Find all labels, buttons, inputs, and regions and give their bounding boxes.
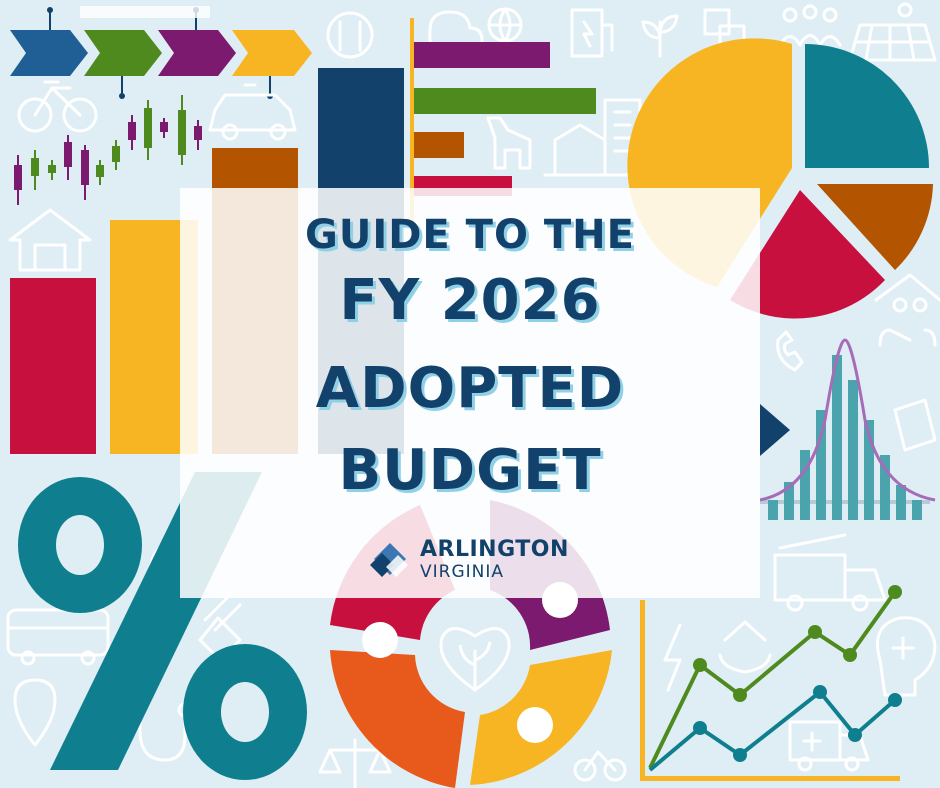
bell-curve-histogram bbox=[759, 338, 936, 520]
medical-cross-icon bbox=[876, 616, 937, 697]
caregiving-icon bbox=[874, 273, 940, 347]
process-arrows-icon bbox=[10, 6, 312, 99]
globe-icon bbox=[487, 7, 523, 43]
family-icon bbox=[778, 4, 842, 47]
bicycle-small-icon bbox=[573, 750, 627, 782]
fire-truck-icon bbox=[773, 533, 887, 612]
electric-plug-icon bbox=[198, 593, 242, 662]
arlington-logo-mark-icon bbox=[370, 543, 408, 577]
title-card: GUIDE TO THE FY 2026 ADOPTED BUDGET ARLI… bbox=[180, 188, 760, 598]
hands-house-icon bbox=[718, 620, 772, 674]
solar-panel-icon bbox=[848, 2, 937, 62]
arlington-logo: ARLINGTON VIRGINIA bbox=[368, 535, 588, 585]
house-icon bbox=[8, 208, 92, 272]
bicycle-icon bbox=[17, 80, 98, 133]
dining-icon bbox=[326, 11, 374, 59]
lightning-icon bbox=[663, 623, 682, 692]
title-line-1: GUIDE TO THE bbox=[305, 212, 635, 258]
title-line-2: FY 2026 bbox=[339, 268, 601, 333]
police-dog-icon bbox=[486, 116, 532, 170]
heart-plant-icon bbox=[439, 627, 511, 692]
phone-icon bbox=[776, 330, 804, 372]
plant-icon bbox=[641, 14, 679, 58]
parking-icon bbox=[13, 678, 57, 747]
ev-charger-icon bbox=[570, 8, 614, 58]
logo-name: ARLINGTON bbox=[420, 537, 569, 562]
line-chart bbox=[640, 585, 902, 781]
candlestick-chart-icon bbox=[14, 95, 202, 205]
justice-scale-icon bbox=[318, 738, 392, 788]
book-icon bbox=[893, 398, 937, 452]
bus-icon bbox=[6, 608, 110, 666]
police-car-icon bbox=[208, 83, 297, 141]
title-line-3: ADOPTED bbox=[315, 356, 625, 421]
title-line-4: BUDGET bbox=[338, 438, 602, 503]
ambulance-icon bbox=[788, 720, 870, 772]
logo-subtitle: VIRGINIA bbox=[420, 562, 505, 582]
